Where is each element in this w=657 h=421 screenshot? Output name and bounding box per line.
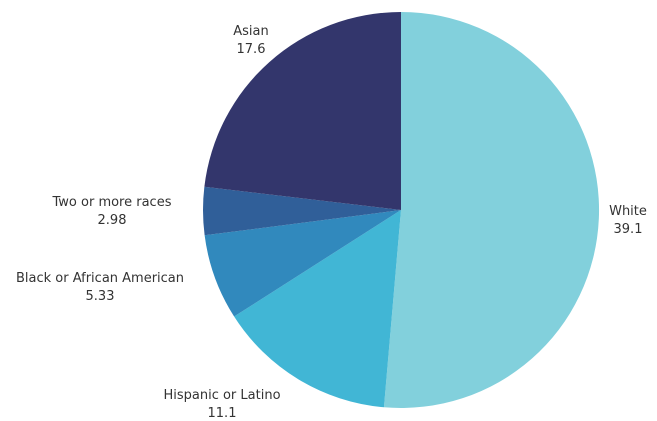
pie-label-value: 11.1 xyxy=(208,406,237,421)
pie-label-value: 39.1 xyxy=(614,222,643,237)
pie-slice-asian xyxy=(204,12,401,210)
pie-label-white: White 39.1 xyxy=(609,204,647,237)
pie-label-black-or-african-american: Black or African American 5.33 xyxy=(16,271,184,304)
pie-slice-white xyxy=(383,11,600,408)
pie-slice-two-or-more-races xyxy=(202,186,401,236)
pie-label-two-or-more-races: Two or more races 2.98 xyxy=(52,195,172,228)
pie-slice-black-or-african-american xyxy=(204,210,401,317)
pie-label-hispanic-or-latino: Hispanic or Latino 11.1 xyxy=(163,388,280,421)
pie-label-name: Asian xyxy=(233,24,268,39)
pie-label-value: 5.33 xyxy=(86,289,115,304)
pie-label-name: Hispanic or Latino xyxy=(163,388,280,403)
pie-slice-hispanic-or-latino xyxy=(234,210,401,408)
pie-label-name: Black or African American xyxy=(16,271,184,286)
pie-label-name: White xyxy=(609,204,647,219)
pie-label-name: Two or more races xyxy=(52,195,172,210)
pie-label-value: 2.98 xyxy=(98,213,127,228)
pie-label-asian: Asian 17.6 xyxy=(233,24,268,57)
pie-slices xyxy=(202,11,600,408)
pie-labels: White 39.1 Hispanic or Latino 11.1 Black or … xyxy=(16,24,647,421)
pie-label-value: 17.6 xyxy=(237,42,266,57)
